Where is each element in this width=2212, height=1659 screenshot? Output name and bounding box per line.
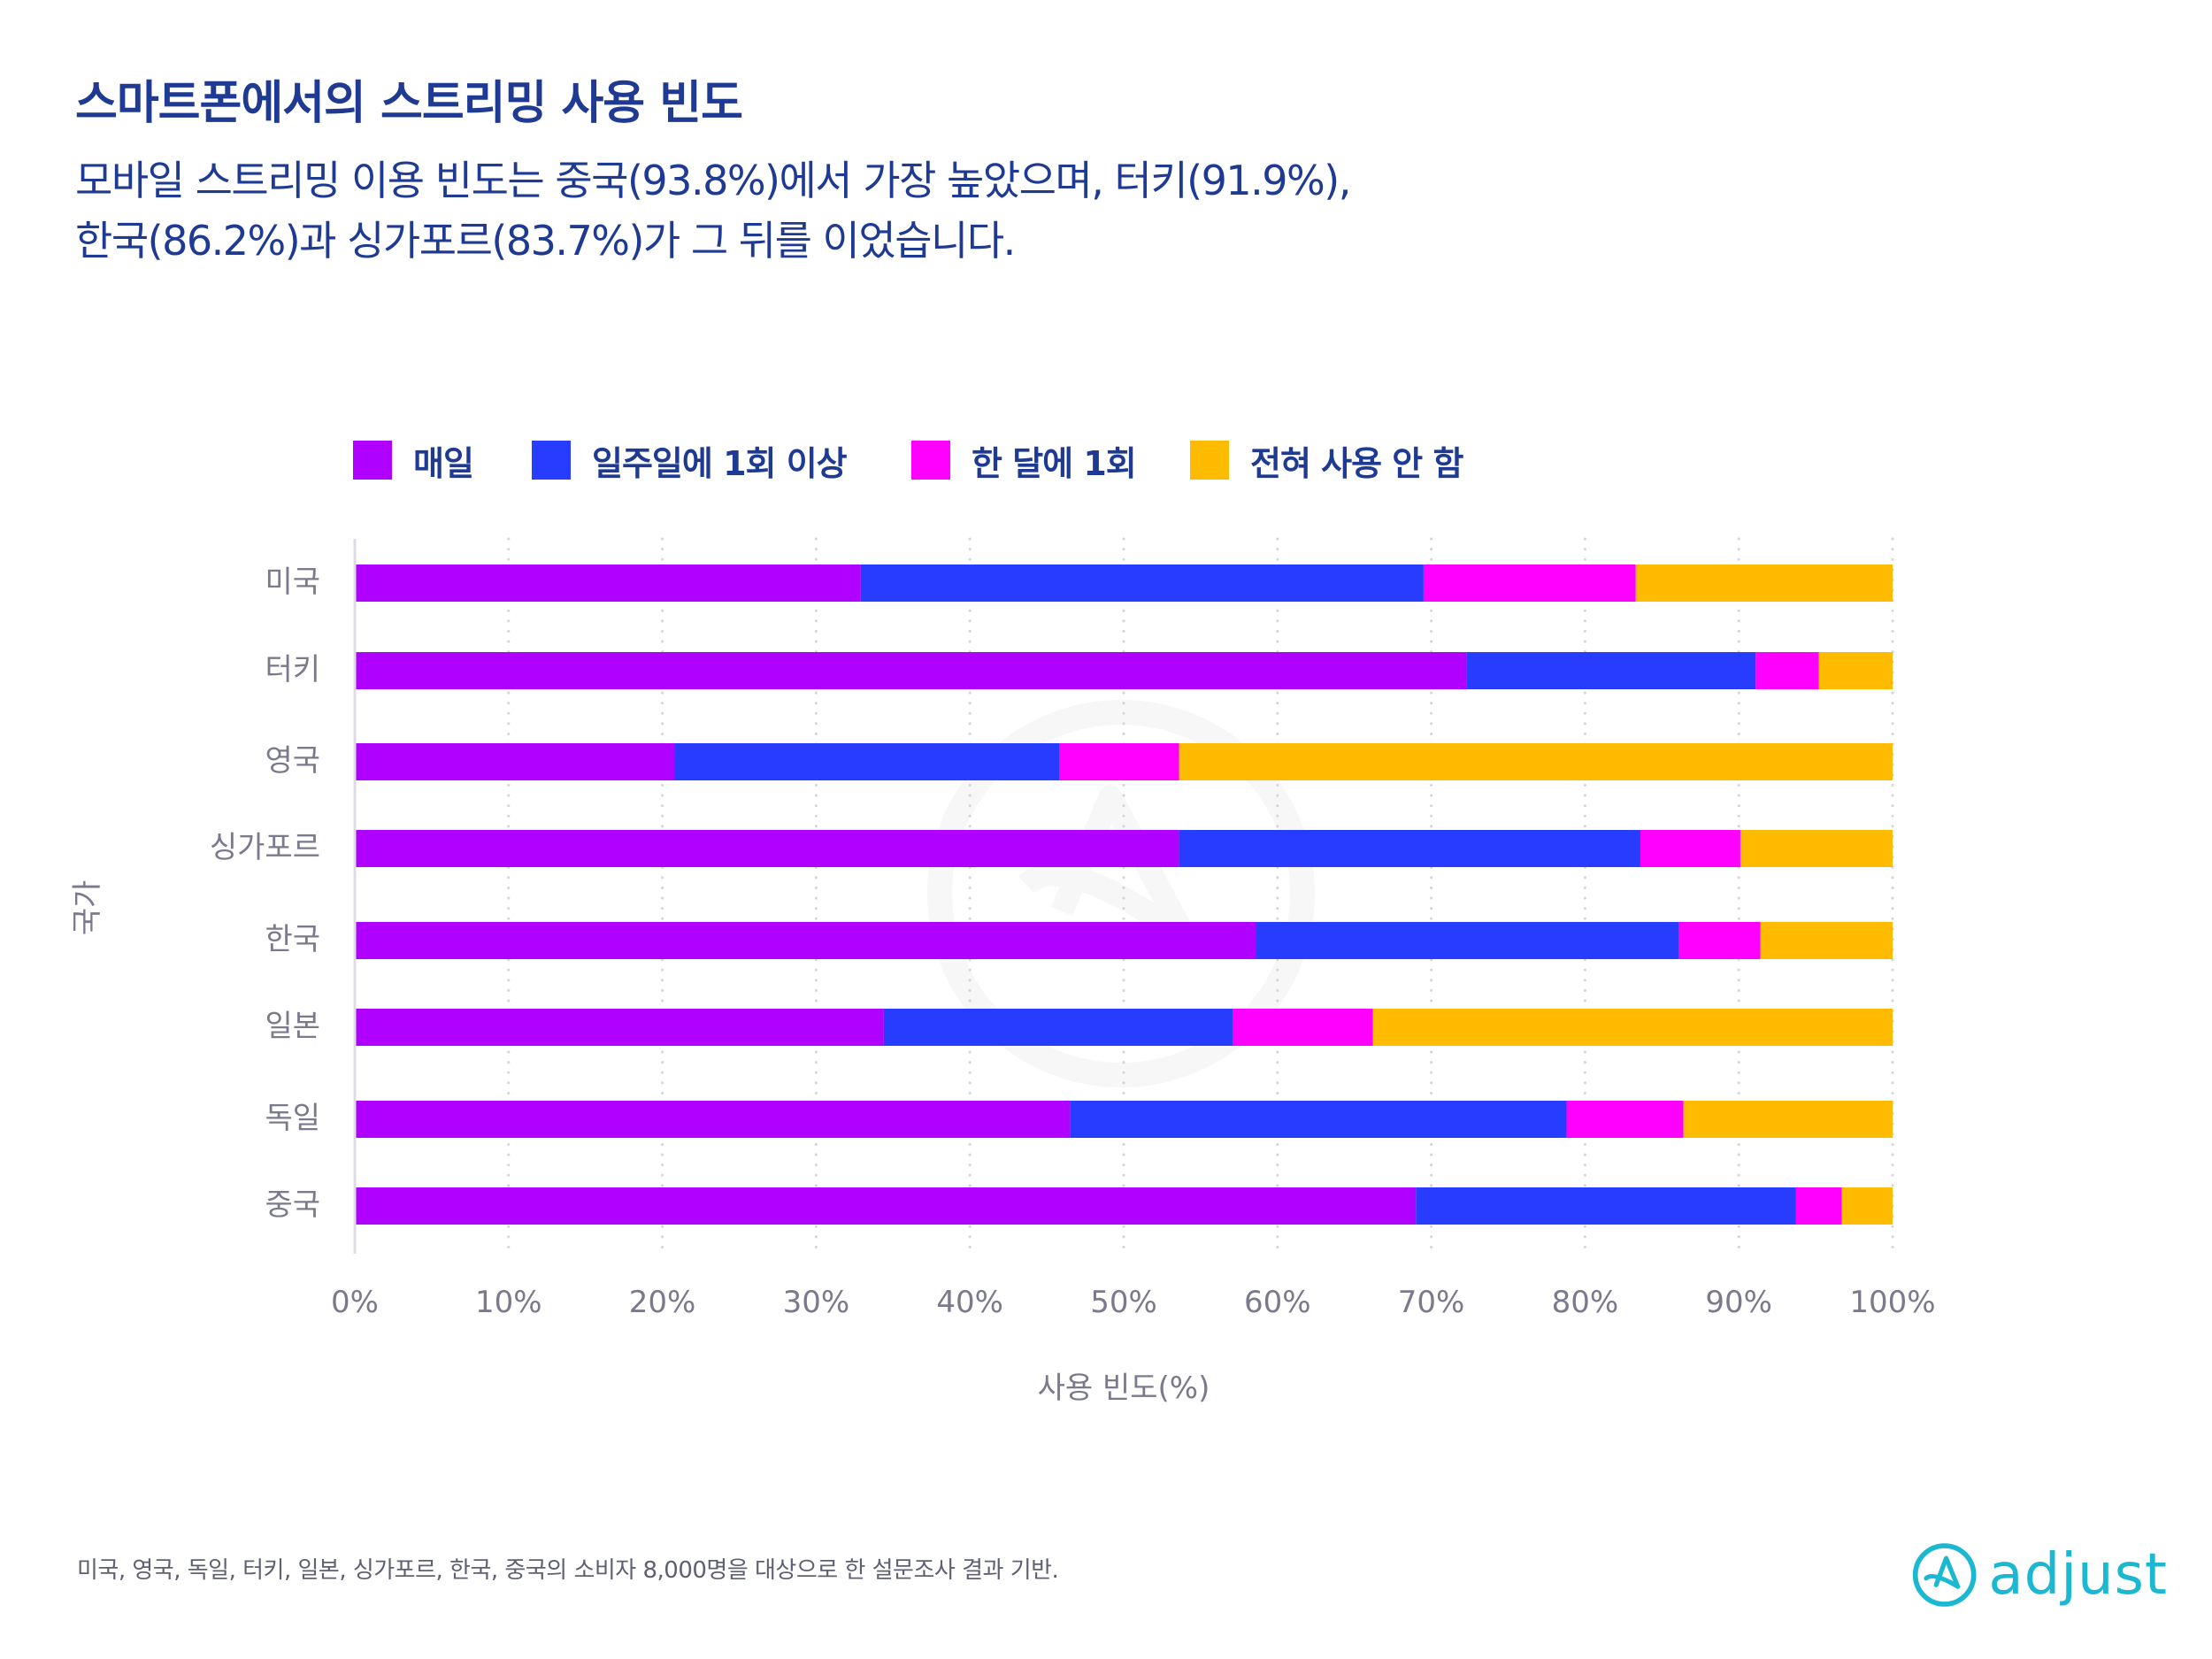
y-axis-title: 국가 (70, 880, 105, 936)
x-tick-label: 70% (1398, 1285, 1465, 1320)
legend-swatch-never (1190, 441, 1229, 480)
x-tick-label: 30% (783, 1285, 850, 1320)
legend-item-never[interactable]: 전혀 사용 안 함 (1190, 441, 1463, 483)
category-label: 독일 (265, 1101, 320, 1136)
grid-lines (507, 537, 1894, 1256)
bar-segment (1678, 922, 1761, 959)
subtitle-line-2: 한국(86.2%)과 싱가포르(83.7%)가 그 뒤를 이었습니다. (75, 217, 1016, 265)
legend-item-weekly[interactable]: 일주일에 1회 이상 (532, 441, 848, 483)
category-label: 중국 (265, 1187, 320, 1223)
bar-segment (1423, 565, 1636, 602)
adjust-logo-icon (1912, 1543, 1977, 1607)
bar-segment (1795, 1187, 1842, 1225)
bar-segment (355, 830, 1179, 867)
footnote: 미국, 영국, 독일, 터키, 일본, 싱가포르, 한국, 중국의 소비자 8,… (77, 1557, 1059, 1584)
bar-segment (355, 1187, 1417, 1225)
category-label: 영국 (265, 743, 320, 779)
chart-title: 스마트폰에서의 스트리밍 사용 빈도 (75, 77, 743, 130)
bar-segment (1841, 1187, 1893, 1225)
adjust-logo[interactable]: adjust (1911, 1535, 2168, 1615)
x-tick-label: 40% (936, 1285, 1003, 1320)
category-label: 한국 (265, 922, 320, 957)
bar-segment (860, 565, 1424, 602)
x-tick-label: 60% (1244, 1285, 1311, 1320)
bar-segment (355, 1009, 884, 1046)
legend-item-monthly[interactable]: 한 달에 1회 (911, 441, 1137, 483)
bar-segment (883, 1009, 1233, 1046)
x-axis-title: 사용 빈도(%) (1038, 1371, 1210, 1406)
bar-segment (355, 922, 1256, 959)
legend-swatch-monthly (911, 441, 950, 480)
legend-label-weekly: 일주일에 1회 이상 (592, 443, 848, 483)
category-label: 미국 (265, 565, 320, 600)
legend-label-never: 전혀 사용 안 함 (1250, 443, 1463, 483)
x-tick-label: 0% (331, 1285, 379, 1320)
bar-segment (1640, 830, 1740, 867)
bar-segment (355, 652, 1467, 689)
bar-segment (1740, 830, 1893, 867)
legend-item-daily[interactable]: 매일 (353, 441, 474, 483)
subtitle-line-1: 모바일 스트리밍 이용 빈도는 중국(93.8%)에서 가장 높았으며, 터키(… (75, 157, 1351, 204)
bar-segment (1760, 922, 1893, 959)
x-tick-labels: 0% 10% 20% 30% 40% 50% 60% 70% 80% 90% 100% (331, 1285, 1936, 1320)
bars-group (355, 565, 1893, 1225)
legend-label-monthly: 한 달에 1회 (972, 443, 1137, 483)
legend-label-daily: 매일 (413, 443, 474, 483)
bar-segment (1372, 1009, 1893, 1046)
bar-segment (1059, 743, 1179, 780)
logo-text: adjust (1988, 1542, 2168, 1608)
bar-segment (1683, 1101, 1893, 1138)
bar-segment (1070, 1101, 1567, 1138)
bar-segment (1466, 652, 1756, 689)
bar-segment (355, 1101, 1071, 1138)
bar-segment (1566, 1101, 1684, 1138)
x-tick-label: 10% (475, 1285, 542, 1320)
x-tick-label: 90% (1705, 1285, 1772, 1320)
bar-segment (674, 743, 1060, 780)
bar-segment (1179, 830, 1640, 867)
bar-segment (1256, 922, 1679, 959)
chart-subtitle: 모바일 스트리밍 이용 빈도는 중국(93.8%)에서 가장 높았으며, 터키(… (75, 150, 1351, 271)
bar-segment (1635, 565, 1893, 602)
bar-segment (1179, 743, 1893, 780)
x-tick-label: 100% (1849, 1285, 1935, 1320)
bar-segment (355, 565, 861, 602)
x-tick-label: 20% (629, 1285, 696, 1320)
bar-segment (1416, 1187, 1796, 1225)
bar-segment (1755, 652, 1819, 689)
category-label: 일본 (265, 1009, 320, 1044)
x-tick-label: 80% (1552, 1285, 1619, 1320)
bar-segment (1818, 652, 1893, 689)
bar-segment (355, 743, 675, 780)
category-label: 터키 (265, 652, 320, 687)
legend-swatch-daily (353, 441, 392, 480)
chart-legend: 매일 일주일에 1회 이상 한 달에 1회 전혀 사용 안 함 (0, 441, 2212, 483)
x-tick-label: 50% (1090, 1285, 1157, 1320)
legend-swatch-weekly (532, 441, 571, 480)
category-label: 싱가포르 (210, 830, 320, 865)
bar-segment (1233, 1009, 1373, 1046)
